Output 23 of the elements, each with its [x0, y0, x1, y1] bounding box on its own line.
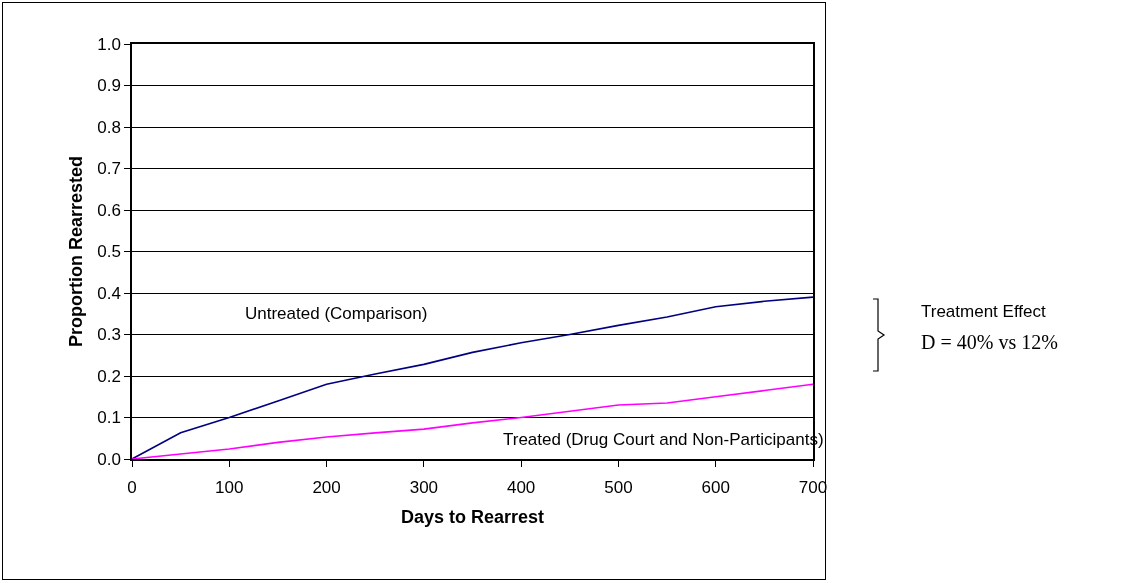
- y-tick-label: 0.2: [97, 366, 121, 386]
- y-tick-label: 0.8: [97, 117, 121, 137]
- annotation: Untreated (Comparison): [245, 304, 428, 323]
- y-tick-label: 0.9: [97, 76, 121, 96]
- y-tick-label: 0.1: [97, 408, 121, 428]
- y-axis-title: Proportion Rearrested: [65, 155, 86, 348]
- x-tick-label: 0: [127, 478, 137, 498]
- x-axis-title: Days to Rearrest: [400, 506, 545, 527]
- y-tick-label: 0.5: [97, 242, 121, 262]
- text: Treatment Effect: [921, 302, 1046, 321]
- x-tick-label: 200: [312, 478, 341, 498]
- x-tick-label: 100: [215, 478, 244, 498]
- y-tick-label: 0.7: [97, 159, 121, 179]
- y-tick-label: 0.4: [97, 283, 121, 303]
- y-tick-label: 1.0: [97, 34, 121, 54]
- y-tick-label: 0.0: [97, 449, 121, 469]
- x-tick-label: 400: [506, 478, 536, 498]
- x-tick-label: 600: [701, 478, 730, 498]
- y-tick-label: 0.6: [97, 200, 121, 220]
- x-tick-label: 300: [409, 478, 439, 498]
- y-tick-label: 0.3: [97, 325, 121, 345]
- text: D = 40% vs 12%: [921, 331, 1058, 353]
- x-tick-label: 500: [604, 478, 633, 498]
